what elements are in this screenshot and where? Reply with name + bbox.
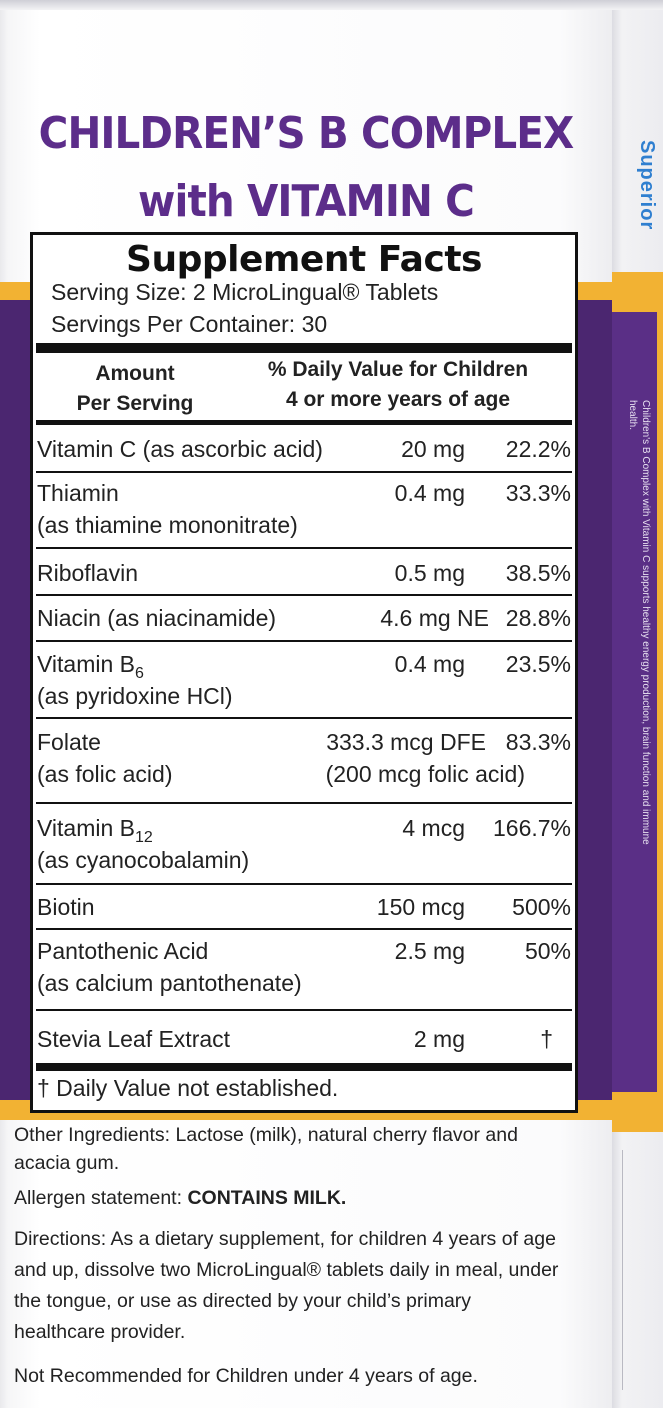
side-purple-band xyxy=(612,312,657,1092)
bottom-thick-divider xyxy=(36,1063,572,1071)
nutrient-name: Thiamin xyxy=(37,480,119,506)
nutrient-source: (as cyanocobalamin) xyxy=(37,847,250,873)
nutrient-amount: 4 mcg xyxy=(402,815,465,841)
nutrient-name: Niacin (as niacinamide) xyxy=(37,605,277,631)
nutrient-name-text: Vitamin B xyxy=(37,815,136,841)
servings-per-container: Servings Per Container: 30 xyxy=(51,311,328,337)
nutrient-amount: 2 mg xyxy=(413,1026,465,1052)
row-divider xyxy=(36,928,572,930)
nutrient-name: Pantothenic Acid xyxy=(37,938,209,964)
row-divider xyxy=(36,594,572,596)
nutrient-amount: 0.4 mg xyxy=(394,480,465,506)
nutrient-amount-detail: (200 mcg folic acid) xyxy=(325,761,525,787)
nutrient-source: (as thiamine mononitrate) xyxy=(37,512,298,538)
nutrient-daily-value: † xyxy=(540,1026,553,1052)
header-divider xyxy=(36,420,572,425)
nutrient-amount: 333.3 mcg DFE xyxy=(326,729,486,755)
side-panel-text: Children's B Complex with Vitamin C supp… xyxy=(627,400,651,845)
nutrient-amount: 2.5 mg xyxy=(394,938,465,964)
thick-divider xyxy=(36,343,572,353)
nutrient-daily-value: 33.3% xyxy=(505,480,571,506)
serving-size: Serving Size: 2 MicroLingual® Tablets xyxy=(51,279,439,305)
nutrient-name: Folate xyxy=(37,729,101,755)
row-divider xyxy=(36,717,572,719)
nutrient-amount: 0.5 mg xyxy=(394,560,465,586)
nutrient-daily-value: 166.7% xyxy=(492,815,571,841)
row-divider xyxy=(36,883,572,885)
facts-footnote: † Daily Value not established. xyxy=(37,1075,339,1101)
other-ingredients: Other Ingredients: Lactose (milk), natur… xyxy=(14,1124,518,1174)
nutrient-source: (as calcium pantothenate) xyxy=(37,970,302,996)
product-title-line2: with VITAMIN C xyxy=(138,176,475,227)
column-dv-line1: % Daily Value for Children xyxy=(267,358,529,381)
age-warning: Not Recommended for Children under 4 yea… xyxy=(14,1365,478,1387)
nutrient-source: (as folic acid) xyxy=(37,761,173,787)
package-top-edge xyxy=(0,0,663,10)
nutrient-amount: 0.4 mg xyxy=(394,651,465,677)
facts-heading: Supplement Facts xyxy=(126,239,482,280)
nutrient-subscript: 6 xyxy=(135,665,144,682)
nutrient-name: Vitamin C (as ascorbic acid) xyxy=(37,436,323,462)
side-bottom-divider xyxy=(622,1150,658,1390)
nutrient-daily-value: 28.8% xyxy=(505,605,571,631)
nutrient-source: (as pyridoxine HCl) xyxy=(37,683,233,709)
allergen-label: Allergen statement: xyxy=(14,1187,188,1209)
product-title-line1: CHILDREN’S B COMPLEX xyxy=(38,108,575,159)
nutrient-name-text: Vitamin B xyxy=(37,651,136,677)
nutrient-name: Stevia Leaf Extract xyxy=(37,1026,231,1052)
row-divider xyxy=(36,547,572,549)
nutrient-name: Vitamin B6 xyxy=(37,648,144,684)
nutrient-daily-value: 38.5% xyxy=(505,560,571,586)
nutrient-amount: 150 mcg xyxy=(376,894,465,920)
nutrient-amount: 20 mg xyxy=(401,436,465,462)
supplement-facts-panel: Supplement Facts Serving Size: 2 MicroLi… xyxy=(30,232,578,1113)
allergen-value: CONTAINS MILK. xyxy=(187,1187,347,1209)
row-divider xyxy=(36,802,572,804)
allergen-statement: Allergen statement: CONTAINS MILK. xyxy=(14,1184,559,1212)
row-divider xyxy=(36,640,572,642)
row-divider xyxy=(36,1009,572,1011)
nutrient-daily-value: 83.3% xyxy=(505,729,571,755)
nutrient-daily-value: 50% xyxy=(524,938,571,964)
row-divider xyxy=(36,471,572,473)
nutrient-daily-value: 23.5% xyxy=(505,651,571,677)
column-dv-line2: 4 or more years of age xyxy=(285,388,511,411)
column-header-amount: Amount Per Serving xyxy=(55,359,215,419)
nutrient-name: Biotin xyxy=(37,894,95,920)
side-brand-logo: Superior xyxy=(636,140,658,231)
column-amount-line2: Per Serving xyxy=(76,392,194,415)
directions: Directions: As a dietary supplement, for… xyxy=(14,1228,559,1343)
nutrient-daily-value: 22.2% xyxy=(505,436,571,462)
nutrient-amount: 4.6 mg NE xyxy=(380,605,489,631)
column-header-daily-value: % Daily Value for Children 4 or more yea… xyxy=(233,355,563,415)
nutrient-name: Riboflavin xyxy=(37,560,138,586)
nutrient-name: Vitamin B12 xyxy=(37,812,153,848)
column-amount-line1: Amount xyxy=(95,362,175,385)
nutrient-daily-value: 500% xyxy=(512,894,571,920)
nutrient-subscript: 12 xyxy=(135,829,153,846)
